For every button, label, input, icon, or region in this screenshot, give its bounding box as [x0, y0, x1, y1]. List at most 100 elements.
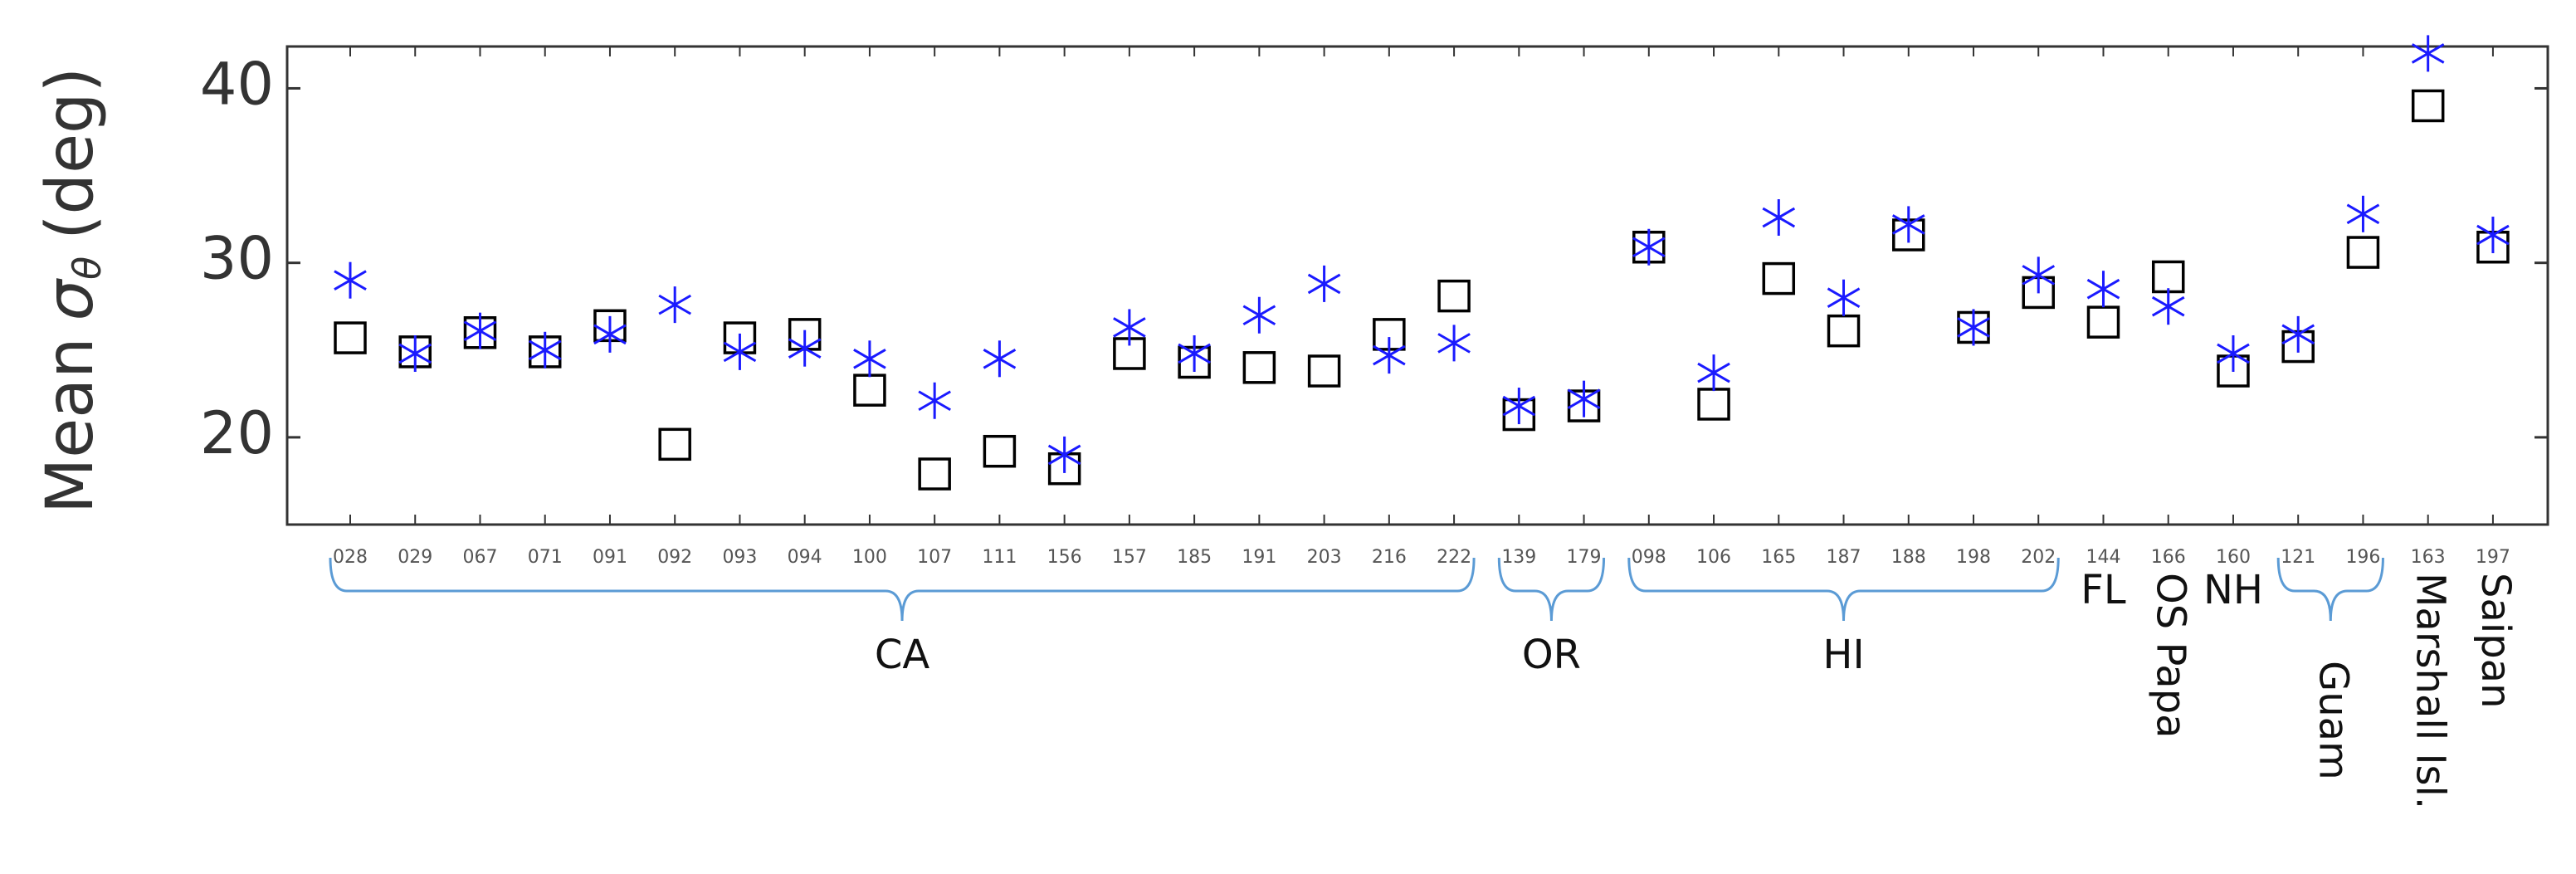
asterisk-stroke [918, 390, 951, 412]
asterisk-stroke [1567, 388, 1601, 409]
asterisk-stroke [593, 324, 627, 345]
y-tick-label: 30 [200, 225, 274, 293]
y-tick-label: 40 [200, 50, 274, 118]
asterisk-marker [463, 312, 497, 349]
square-marker [1827, 314, 1861, 348]
x-tick-label: 093 [722, 547, 757, 568]
group-label: OS Papa [2148, 573, 2194, 739]
asterisk-stroke [658, 294, 692, 315]
group-brace [1497, 557, 1606, 622]
asterisk-marker [658, 286, 692, 324]
group-label: OR [1522, 632, 1581, 678]
x-tick-label: 196 [2345, 547, 2380, 568]
x-tick-label: 160 [2216, 547, 2251, 568]
x-tick-label: 222 [1437, 547, 1471, 568]
square-marker [2346, 236, 2380, 269]
asterisk-marker [1437, 325, 1471, 362]
x-tick-label: 216 [1372, 547, 1407, 568]
x-tick-label: 165 [1761, 547, 1796, 568]
asterisk-stroke [463, 320, 497, 341]
asterisk-stroke [334, 270, 367, 291]
square-marker [1242, 351, 1276, 384]
asterisk-marker [1762, 199, 1796, 237]
asterisk-stroke [398, 343, 432, 364]
x-tick-label: 071 [528, 547, 563, 568]
asterisk-marker [1047, 436, 1081, 473]
asterisk-stroke [1632, 237, 1666, 258]
square-marker [1437, 279, 1471, 313]
group-label: NH [2203, 567, 2263, 613]
x-tick-label: 028 [333, 547, 368, 568]
y-axis-label: Mean σθ (deg) [33, 67, 109, 514]
group-brace [329, 557, 1476, 622]
asterisk-marker [1373, 337, 1406, 374]
asterisk-marker [853, 340, 886, 378]
group-label: HI [1822, 632, 1864, 678]
asterisk-stroke [983, 348, 1017, 369]
asterisk-marker [1502, 388, 1536, 425]
y-label-unit: (deg) [33, 67, 108, 240]
asterisk-stroke [2151, 295, 2185, 317]
asterisk-marker [1697, 354, 1730, 392]
square-marker [918, 457, 951, 491]
asterisk-stroke [2281, 324, 2315, 345]
square-marker [2086, 305, 2120, 339]
x-tick-label: 203 [1307, 547, 1342, 568]
asterisk-marker [2022, 256, 2056, 294]
square-marker [658, 427, 691, 461]
group-label: Saipan [2472, 573, 2519, 709]
asterisk-stroke [2476, 224, 2510, 246]
asterisk-stroke [1827, 287, 1861, 309]
asterisk-marker [723, 333, 757, 370]
x-tick-label: 111 [982, 547, 1017, 568]
asterisk-stroke [853, 348, 886, 369]
asterisk-stroke [788, 338, 822, 359]
asterisk-marker [1827, 279, 1861, 316]
asterisk-marker [1178, 334, 1211, 372]
asterisk-marker [1113, 309, 1146, 346]
asterisk-marker [2217, 334, 2250, 372]
asterisk-stroke [1762, 207, 1796, 228]
x-tick-label: 100 [852, 547, 887, 568]
x-tick-label: 139 [1501, 547, 1536, 568]
x-tick-label: 187 [1827, 547, 1861, 568]
x-tick-label: 191 [1242, 547, 1276, 568]
x-tick-label: 067 [462, 547, 497, 568]
asterisk-stroke [2022, 265, 2056, 286]
group-label: Guam [2310, 661, 2356, 780]
asterisk-marker [2281, 315, 2315, 353]
x-tick-label: 157 [1112, 547, 1147, 568]
asterisk-stroke [723, 341, 757, 363]
asterisk-marker [2346, 195, 2380, 232]
x-tick-label: 179 [1567, 547, 1602, 568]
square-marker [334, 321, 367, 354]
x-tick-label: 202 [2021, 547, 2056, 568]
x-tick-label: 166 [2151, 547, 2186, 568]
asterisk-stroke [1957, 317, 1990, 338]
asterisk-stroke [1437, 333, 1471, 354]
asterisk-marker [593, 315, 627, 353]
x-tick-label: 144 [2086, 547, 2120, 568]
asterisk-stroke [1891, 214, 1925, 235]
asterisk-stroke [1047, 444, 1081, 466]
asterisk-stroke [1113, 317, 1146, 338]
square-marker [853, 374, 886, 407]
asterisk-marker [1632, 228, 1666, 266]
x-tick-label: 163 [2411, 547, 2446, 568]
asterisk-stroke [1242, 305, 1276, 326]
square-marker [2411, 89, 2445, 123]
y-label-subscript: θ [65, 256, 110, 280]
asterisk-stroke [1502, 395, 1536, 417]
y-tick-label: 20 [200, 399, 274, 467]
asterisk-marker [2411, 35, 2445, 72]
group-label: CA [875, 632, 930, 678]
x-tick-label: 094 [788, 547, 822, 568]
square-marker [1697, 388, 1730, 421]
asterisk-stroke [2086, 278, 2120, 300]
x-tick-label: 107 [917, 547, 952, 568]
square-marker [1307, 354, 1341, 388]
x-tick-label: 106 [1696, 547, 1731, 568]
asterisk-marker [1957, 309, 1990, 346]
asterisk-marker [334, 261, 367, 299]
group-label: Marshall Isl. [2408, 573, 2454, 809]
